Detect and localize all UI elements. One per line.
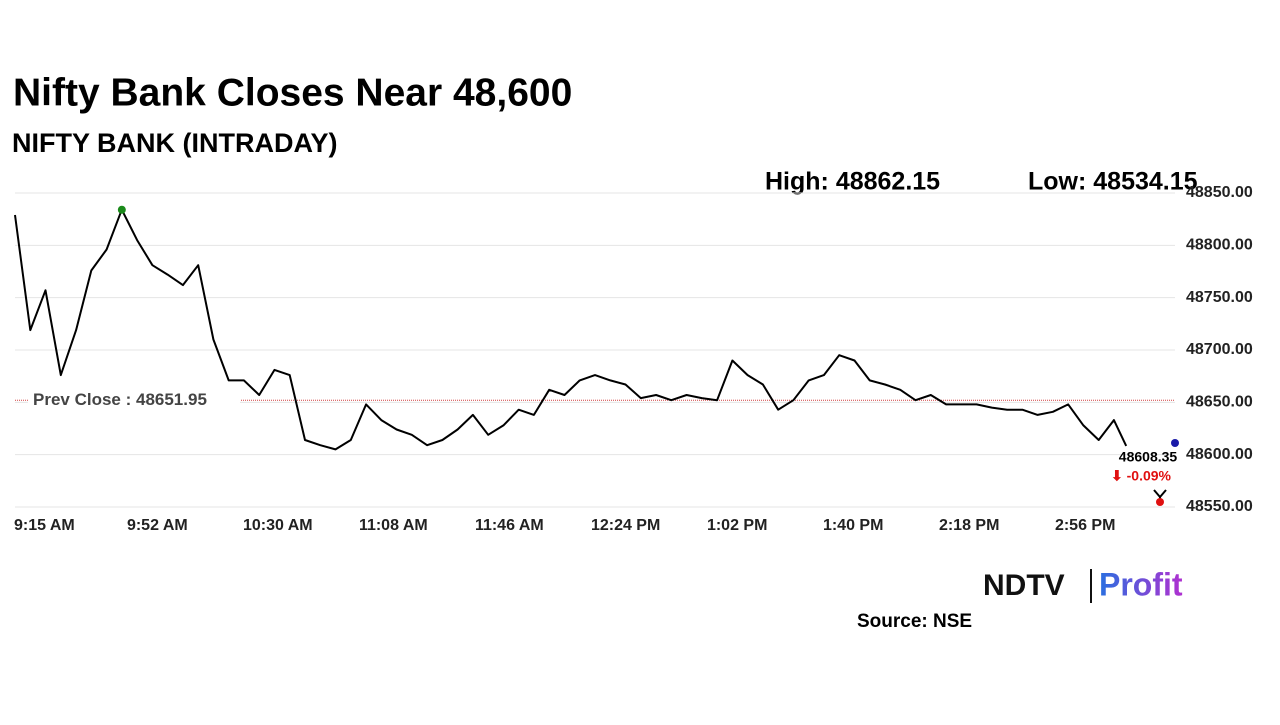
low-marker bbox=[1156, 498, 1164, 506]
chart-subtitle: NIFTY BANK (INTRADAY) bbox=[12, 128, 338, 158]
logo-left: NDTV bbox=[983, 569, 1065, 602]
label-bg bbox=[28, 389, 240, 412]
y-tick-label: 48850.00 bbox=[1186, 184, 1253, 201]
high-text: High: 48862.15 bbox=[765, 168, 940, 196]
source: Source: NSE bbox=[857, 611, 972, 632]
x-tick-label: 9:52 AM bbox=[127, 517, 188, 534]
price-line bbox=[14, 208, 1128, 451]
x-tick-label: 12:24 PM bbox=[591, 517, 660, 534]
y-tick-label: 48550.00 bbox=[1186, 498, 1253, 515]
plot-area: 48550.00 48600.00 48650.00 48700.00 48750.00… bbox=[14, 184, 1253, 534]
marker bbox=[1171, 439, 1179, 447]
change-label: ⬇ -0.09% bbox=[1111, 468, 1172, 484]
x-tick-label: 11:46 AM bbox=[475, 517, 544, 534]
y-tick-label: 48800.00 bbox=[1186, 237, 1253, 254]
y-tick-label: 48700.00 bbox=[1186, 341, 1253, 358]
high-marker bbox=[117, 205, 126, 214]
x-tick-label: 1:40 PM bbox=[823, 517, 883, 534]
x-tick-label: 1:02 PM bbox=[707, 517, 767, 534]
x-tick-label: 2:18 PM bbox=[939, 517, 999, 534]
logo-right: Profit bbox=[1099, 566, 1183, 602]
y-tick-label: 48650.00 bbox=[1186, 394, 1253, 411]
last-label: 48608.35 bbox=[1119, 449, 1178, 465]
chart-title: Nifty Bank Closes Near 48,600 bbox=[13, 71, 572, 114]
y-tick-label: 48750.00 bbox=[1186, 289, 1253, 306]
y-tick-label: 48600.00 bbox=[1186, 446, 1253, 463]
x-tick-label: 2:56 PM bbox=[1055, 517, 1115, 534]
x-tick-label: 9:15 AM bbox=[14, 517, 75, 534]
prev-close-label: Prev Close : 48651.95 bbox=[33, 390, 207, 409]
x-tick-label: 10:30 AM bbox=[243, 517, 313, 534]
low-text: Low: 48534.15 bbox=[1028, 168, 1198, 196]
x-tick-label: 11:08 AM bbox=[359, 517, 428, 534]
